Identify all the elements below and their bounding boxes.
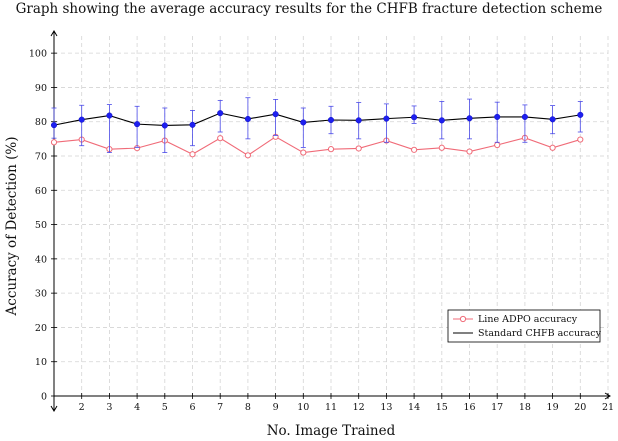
data-point-chfb — [217, 110, 224, 117]
legend-marker-adpo — [459, 315, 467, 323]
data-point-chfb — [300, 119, 307, 126]
y-tick-label: 70 — [35, 152, 47, 163]
x-tick-label: 20 — [574, 402, 586, 413]
series-line-chfb — [53, 112, 581, 127]
data-point-chfb — [161, 122, 168, 129]
data-point-adpo — [466, 148, 473, 155]
data-point-chfb — [189, 121, 196, 128]
x-tick-label: 11 — [325, 402, 337, 413]
data-point-adpo — [494, 141, 501, 149]
x-tick-label: 13 — [380, 402, 392, 413]
data-point-chfb — [244, 115, 251, 123]
data-point-adpo — [327, 146, 335, 153]
data-point-chfb — [50, 122, 58, 129]
x-tick-label: 17 — [491, 402, 503, 413]
data-point-chfb — [411, 114, 418, 121]
x-tick-label: 2 — [79, 402, 85, 413]
x-tick-label: 16 — [463, 402, 475, 413]
data-point-adpo — [189, 151, 196, 158]
data-point-adpo — [50, 139, 58, 146]
x-axis-arrow — [604, 392, 611, 400]
x-tick-label: 8 — [245, 402, 251, 413]
chart-title: Graph showing the average accuracy resul… — [15, 1, 603, 17]
x-tick-label: 7 — [217, 402, 223, 413]
data-point-chfb — [383, 115, 390, 122]
x-tick-label: 14 — [408, 402, 420, 413]
x-tick-label: 21 — [602, 402, 614, 413]
y-tick-label: 20 — [35, 323, 47, 334]
data-point-adpo — [438, 144, 445, 151]
data-point-chfb — [78, 116, 85, 123]
y-tick-label: 40 — [35, 254, 47, 265]
series-line-adpo — [53, 136, 581, 156]
x-tick-label: 12 — [353, 402, 365, 413]
data-point-chfb — [577, 111, 584, 118]
x-tick-label: 9 — [273, 402, 279, 413]
legend-box — [447, 309, 601, 343]
y-tick-label: 10 — [35, 357, 47, 368]
data-point-adpo — [244, 152, 251, 159]
x-tick-label: 18 — [519, 402, 531, 413]
y-tick-label: 30 — [35, 289, 47, 300]
data-point-chfb — [466, 115, 473, 122]
x-tick-label: 5 — [162, 402, 168, 413]
legend-label-adpo: Line ADPO accuracy — [478, 314, 578, 325]
y-axis-label: Accuracy of Detection (%) — [4, 136, 20, 316]
data-point-adpo — [217, 135, 224, 142]
y-tick-label: 60 — [35, 186, 47, 197]
y-tick-label: 100 — [29, 49, 47, 60]
x-tick-label: 19 — [547, 402, 559, 413]
y-tick-label: 0 — [41, 392, 47, 403]
x-tick-label: 10 — [297, 402, 309, 413]
data-point-adpo — [411, 146, 418, 153]
x-tick-label: 6 — [189, 402, 195, 413]
data-point-chfb — [521, 113, 528, 120]
x-tick-label: 4 — [134, 402, 140, 413]
data-point-adpo — [300, 149, 307, 156]
x-tick-label: 3 — [106, 402, 112, 413]
data-point-adpo — [577, 136, 584, 143]
data-point-chfb — [272, 111, 279, 118]
x-tick-label: 15 — [436, 402, 448, 413]
data-point-chfb — [134, 121, 141, 128]
y-axis-arrow-bottom — [50, 405, 58, 412]
data-point-chfb — [438, 117, 445, 124]
x-axis-label: No. Image Trained — [266, 423, 396, 439]
data-point-chfb — [106, 112, 113, 119]
data-point-chfb — [549, 116, 556, 123]
data-point-chfb — [327, 116, 335, 124]
y-tick-label: 50 — [35, 220, 47, 231]
legend-label-chfb: Standard CHFB accuracy — [478, 328, 602, 339]
y-tick-label: 80 — [35, 117, 47, 128]
data-point-adpo — [549, 144, 556, 151]
y-tick-label: 90 — [35, 83, 47, 94]
data-point-adpo — [355, 145, 362, 152]
data-point-chfb — [494, 113, 501, 120]
data-point-chfb — [355, 117, 362, 124]
y-axis-arrow-top — [50, 30, 58, 37]
